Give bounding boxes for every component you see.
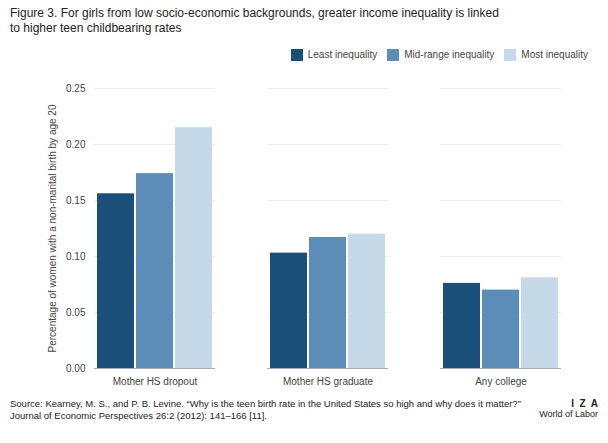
svg-text:Mother HS graduate: Mother HS graduate	[283, 376, 373, 387]
html-text:Source: Kearney, M. S., and P.: Source: Kearney, M. S., and P. B. Levine…	[10, 398, 521, 421]
svg-text:0.15: 0.15	[66, 195, 86, 206]
svg-text:0.05: 0.05	[66, 307, 86, 318]
html-text:Most inequality: Most inequality	[521, 49, 588, 60]
svg-text:0.20: 0.20	[66, 139, 86, 150]
html-text:Least inequality: Least inequality	[307, 49, 378, 60]
html-text:I Z A: I Z A	[571, 398, 598, 409]
svg-text:0.10: 0.10	[66, 251, 86, 262]
svg-text:Any college: Any college	[475, 376, 527, 387]
html-text:Mid-range inequality: Mid-range inequality	[404, 49, 495, 60]
svg-text:0.00: 0.00	[66, 363, 86, 374]
svg-text:Mother HS dropout: Mother HS dropout	[113, 376, 198, 387]
html-text:Figure 3. For girls from low s: Figure 3. For girls from low socio-econo…	[10, 6, 499, 35]
svg-text:0.25: 0.25	[66, 83, 86, 94]
html-text:World of Labor: World of Labor	[539, 409, 598, 419]
svg-text:Percentage of women with a non: Percentage of women with a non-marital b…	[47, 104, 58, 352]
